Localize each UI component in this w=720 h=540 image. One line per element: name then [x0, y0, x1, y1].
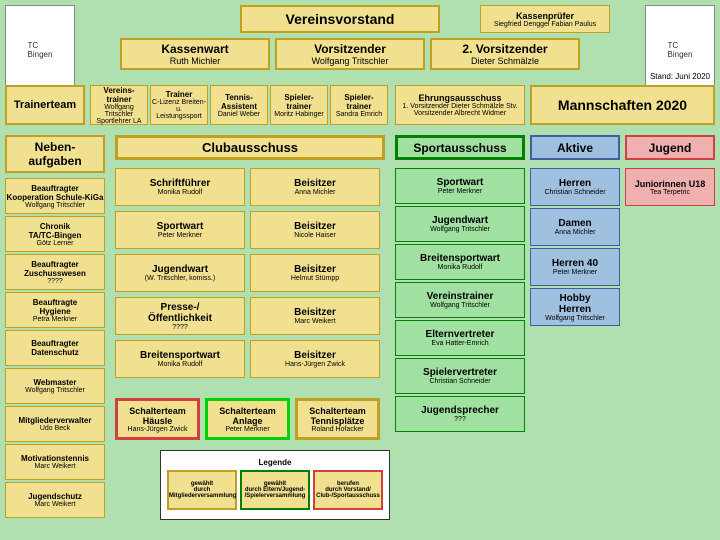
mid-item: BreitensportwartMonika Rudolf — [115, 340, 245, 378]
mid-item: BeisitzerNicole Haiser — [250, 211, 380, 249]
trainer-box: Tennis- AssistentDaniel Weber — [210, 85, 268, 125]
akt-item: DamenAnna Michler — [530, 208, 620, 246]
left-item: Beauftragter Kooperation Schule-KiGaWolf… — [5, 178, 105, 214]
left-item: Beauftragter Zuschusswesen???? — [5, 254, 105, 290]
trainer-box: Spieler- trainerMoritz Habinger — [270, 85, 328, 125]
legend: Legende gewählt durch Mitgliederversamml… — [160, 450, 390, 520]
schalt-item: Schalterteam TennisplätzeRoland Hofacker — [295, 398, 380, 440]
kassenwart: KassenwartRuth Michler — [120, 38, 270, 70]
sport-item: BreitensportwartMonika Rudolf — [395, 244, 525, 280]
vorsitzender: VorsitzenderWolfgang Tritschler — [275, 38, 425, 70]
mid-item: Jugendwart(W. Tritschler, komiss.) — [115, 254, 245, 292]
mid-item: BeisitzerHans-Jürgen Zwick — [250, 340, 380, 378]
akt-item: Herren 40Peter Merkner — [530, 248, 620, 286]
vorsitzender-2: 2. VorsitzenderDieter Schmälzle — [430, 38, 580, 70]
vereinsvorstand: Vereinsvorstand — [240, 5, 440, 33]
trainerteam: Trainerteam — [5, 85, 85, 125]
legend-item: gewählt durch Eltern/Jugend- /Spielerver… — [240, 470, 310, 510]
jug-item: Juniorinnen U18Tea Terpetric — [625, 168, 715, 206]
left-item: Beauftragter Datenschutz — [5, 330, 105, 366]
akt-item: HerrenChristian Schneider — [530, 168, 620, 206]
left-item: Chronik TA/TC-BingenGötz Lerner — [5, 216, 105, 252]
left-item: MitgliederverwalterUdo Beck — [5, 406, 105, 442]
nebenaufgaben: Neben- aufgaben — [5, 135, 105, 173]
left-item: Beauftragte HygienePetra Merkner — [5, 292, 105, 328]
left-item: WebmasterWolfgang Tritschler — [5, 368, 105, 404]
logo-left: TCBingen — [5, 5, 75, 95]
akt-item: Hobby HerrenWolfgang Tritschler — [530, 288, 620, 326]
mannschaften: Mannschaften 2020 — [530, 85, 715, 125]
mid-item: BeisitzerAnna Michler — [250, 168, 380, 206]
sport-item: VereinstrainerWolfgang Tritschler — [395, 282, 525, 318]
left-item: JugendschutzMarc Weikert — [5, 482, 105, 518]
sport-item: ElternvertreterEva Hatter-Emrich — [395, 320, 525, 356]
legend-item: berufen durch Vorstand/ Club-/Sportaussc… — [313, 470, 383, 510]
left-item: MotivationstennisMarc Weikert — [5, 444, 105, 480]
schalt-item: Schalterteam HäusleHans-Jürgen Zwick — [115, 398, 200, 440]
ehrungsausschuss: Ehrungsausschuss1. Vorsitzender Dieter S… — [395, 85, 525, 125]
clubausschuss: Clubausschuss — [115, 135, 385, 160]
mid-item: SportwartPeter Merkner — [115, 211, 245, 249]
mid-item: BeisitzerMarc Weikert — [250, 297, 380, 335]
sport-item: SpielervertreterChristian Schneider — [395, 358, 525, 394]
sport-item: SportwartPeter Merkner — [395, 168, 525, 204]
legend-item: gewählt durch Mitgliederversammlung — [167, 470, 237, 510]
sport-item: JugendwartWolfgang Tritschler — [395, 206, 525, 242]
stand-label: Stand: Juni 2020 — [650, 72, 710, 81]
logo-right: TCBingen — [645, 5, 715, 95]
mid-item: Presse-/ Öffentlichkeit???? — [115, 297, 245, 335]
mid-item: SchriftführerMonika Rudolf — [115, 168, 245, 206]
trainer-box: Vereins- trainerWolfgang Tritschler Spor… — [90, 85, 148, 125]
sportausschuss: Sportausschuss — [395, 135, 525, 160]
trainer-box: Spieler- trainerSandra Emrich — [330, 85, 388, 125]
jugend-header: Jugend — [625, 135, 715, 160]
mid-item: BeisitzerHelmut Stümpp — [250, 254, 380, 292]
schalt-item: Schalterteam AnlagePeter Merkner — [205, 398, 290, 440]
kassenpruefer: KassenprüferSiegfried Denggel Fabian Pau… — [480, 5, 610, 33]
sport-item: Jugendsprecher??? — [395, 396, 525, 432]
trainer-box: TrainerC-Lizenz Breiten- u. Leistungsspo… — [150, 85, 208, 125]
aktive-header: Aktive — [530, 135, 620, 160]
